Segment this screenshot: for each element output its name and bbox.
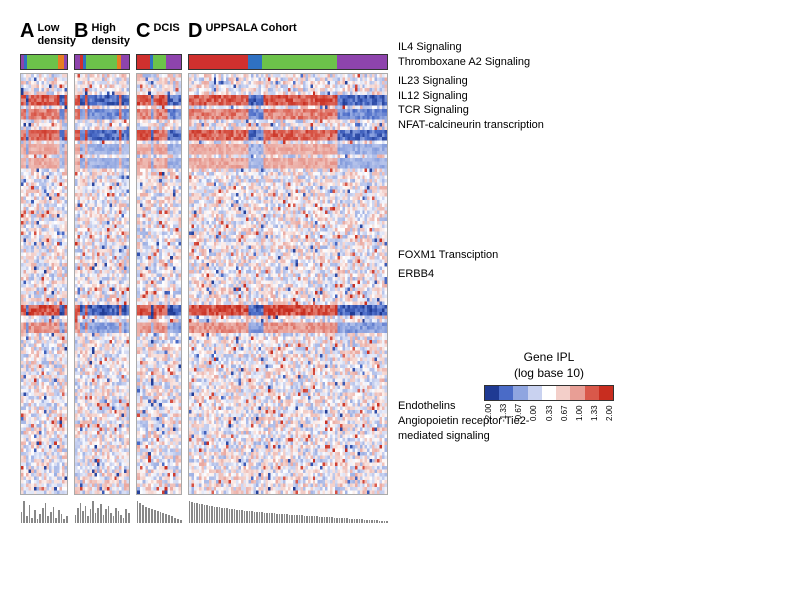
heatmap — [20, 73, 68, 495]
panel-c: CDCIS — [136, 20, 182, 523]
legend-title: Gene IPL (log base 10) — [484, 350, 614, 381]
pathway-label: mediated signaling — [398, 430, 490, 442]
pathway-label: NFAT-calcineurin transcription — [398, 119, 544, 131]
class-colorbar — [74, 54, 130, 70]
panel-letter: B — [74, 20, 88, 43]
panel-d: DUPPSALA Cohort — [188, 20, 388, 523]
color-legend: Gene IPL (log base 10) -2.00-1.33-0.670.… — [484, 350, 614, 425]
column-histogram — [74, 499, 130, 523]
panel-title: DCIS — [153, 20, 179, 35]
panel-title: Highdensity — [91, 20, 130, 48]
panel-letter: A — [20, 20, 34, 43]
pathway-label: Endothelins — [398, 400, 456, 412]
pathway-label: ERBB4 — [398, 268, 434, 280]
column-histogram — [136, 499, 182, 523]
panels-container: ALowdensityBHighdensityCDCISDUPPSALA Coh… — [20, 20, 388, 523]
class-colorbar — [188, 54, 388, 70]
pathway-label: IL12 Signaling — [398, 90, 468, 102]
pathway-label: FOXM1 Transciption — [398, 249, 498, 261]
right-annotations: IL4 SignalingThromboxane A2 SignalingIL2… — [394, 20, 624, 72]
class-colorbar — [20, 54, 68, 70]
class-colorbar — [136, 54, 182, 70]
panel-b: BHighdensity — [74, 20, 130, 523]
panel-letter: C — [136, 20, 150, 43]
pathway-label: Thromboxane A2 Signaling — [398, 56, 530, 68]
column-histogram — [20, 499, 68, 523]
pathway-label: TCR Signaling — [398, 104, 469, 116]
panel-a: ALowdensity — [20, 20, 68, 523]
legend-colorbar — [484, 385, 614, 401]
heatmap — [74, 73, 130, 495]
panel-letter: D — [188, 20, 202, 43]
legend-ticks: -2.00-1.33-0.670.000.330.671.001.332.00 — [484, 401, 614, 425]
pathway-label: IL4 Signaling — [398, 41, 462, 53]
heatmap — [136, 73, 182, 495]
column-histogram — [188, 499, 388, 523]
pathway-label: IL23 Signaling — [398, 75, 468, 87]
heatmap — [188, 73, 388, 495]
panel-title: UPPSALA Cohort — [205, 20, 296, 35]
panel-title: Lowdensity — [37, 20, 76, 48]
heatmap-figure: ALowdensityBHighdensityCDCISDUPPSALA Coh… — [20, 20, 780, 523]
